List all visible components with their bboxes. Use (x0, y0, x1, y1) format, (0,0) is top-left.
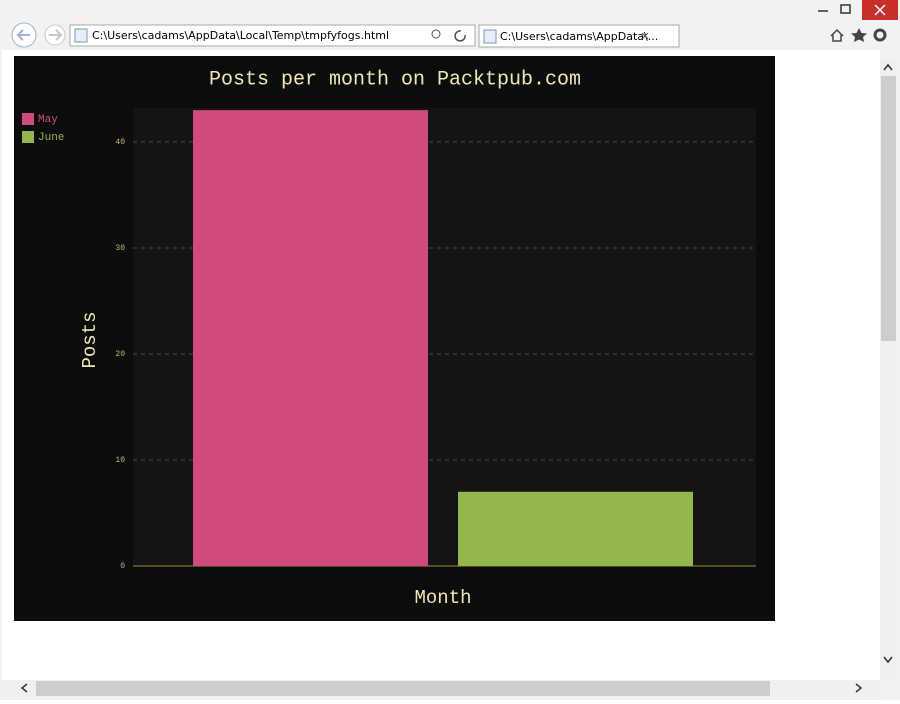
chart: Posts per month on Packtpub.com Month Po… (14, 56, 775, 621)
address-text: C:\Users\cadams\AppData\Local\Temp\tmpfy… (92, 29, 389, 42)
legend-swatch (22, 113, 34, 125)
settings-icon[interactable] (873, 28, 887, 42)
y-tick-label: 10 (115, 456, 125, 465)
legend-label: June (38, 132, 64, 144)
favorites-icon[interactable] (851, 28, 867, 42)
tab-icon (483, 29, 497, 44)
home-icon[interactable] (830, 28, 844, 42)
legend-label: May (38, 114, 58, 126)
scroll-thumb[interactable] (881, 76, 896, 341)
y-axis-label: Posts (79, 311, 101, 368)
y-tick-label: 30 (115, 244, 125, 253)
tab-close[interactable] (641, 32, 649, 40)
y-tick-label: 0 (120, 562, 125, 571)
h-scroll-thumb[interactable] (36, 681, 770, 696)
y-tick-label: 40 (115, 138, 125, 147)
y-tick-label: 20 (115, 350, 125, 359)
bar (193, 110, 428, 567)
tab[interactable] (478, 24, 680, 48)
page-icon (74, 28, 88, 43)
scroll-arrows[interactable] (883, 63, 893, 664)
forward-icon (49, 29, 63, 41)
search-icon[interactable] (431, 29, 441, 39)
tab-title: C:\Users\cadams\AppData\... (500, 30, 658, 43)
bar (458, 491, 693, 566)
x-axis-label: Month (414, 587, 471, 609)
back-icon (16, 29, 30, 41)
h-scroll-arrows[interactable] (20, 683, 863, 693)
close-icon (874, 4, 886, 16)
refresh-icon[interactable] (454, 30, 466, 42)
address-bar[interactable] (69, 24, 476, 47)
legend-swatch (22, 131, 34, 143)
chart-title: Posts per month on Packtpub.com (209, 68, 581, 91)
maximize-button[interactable] (840, 4, 851, 14)
